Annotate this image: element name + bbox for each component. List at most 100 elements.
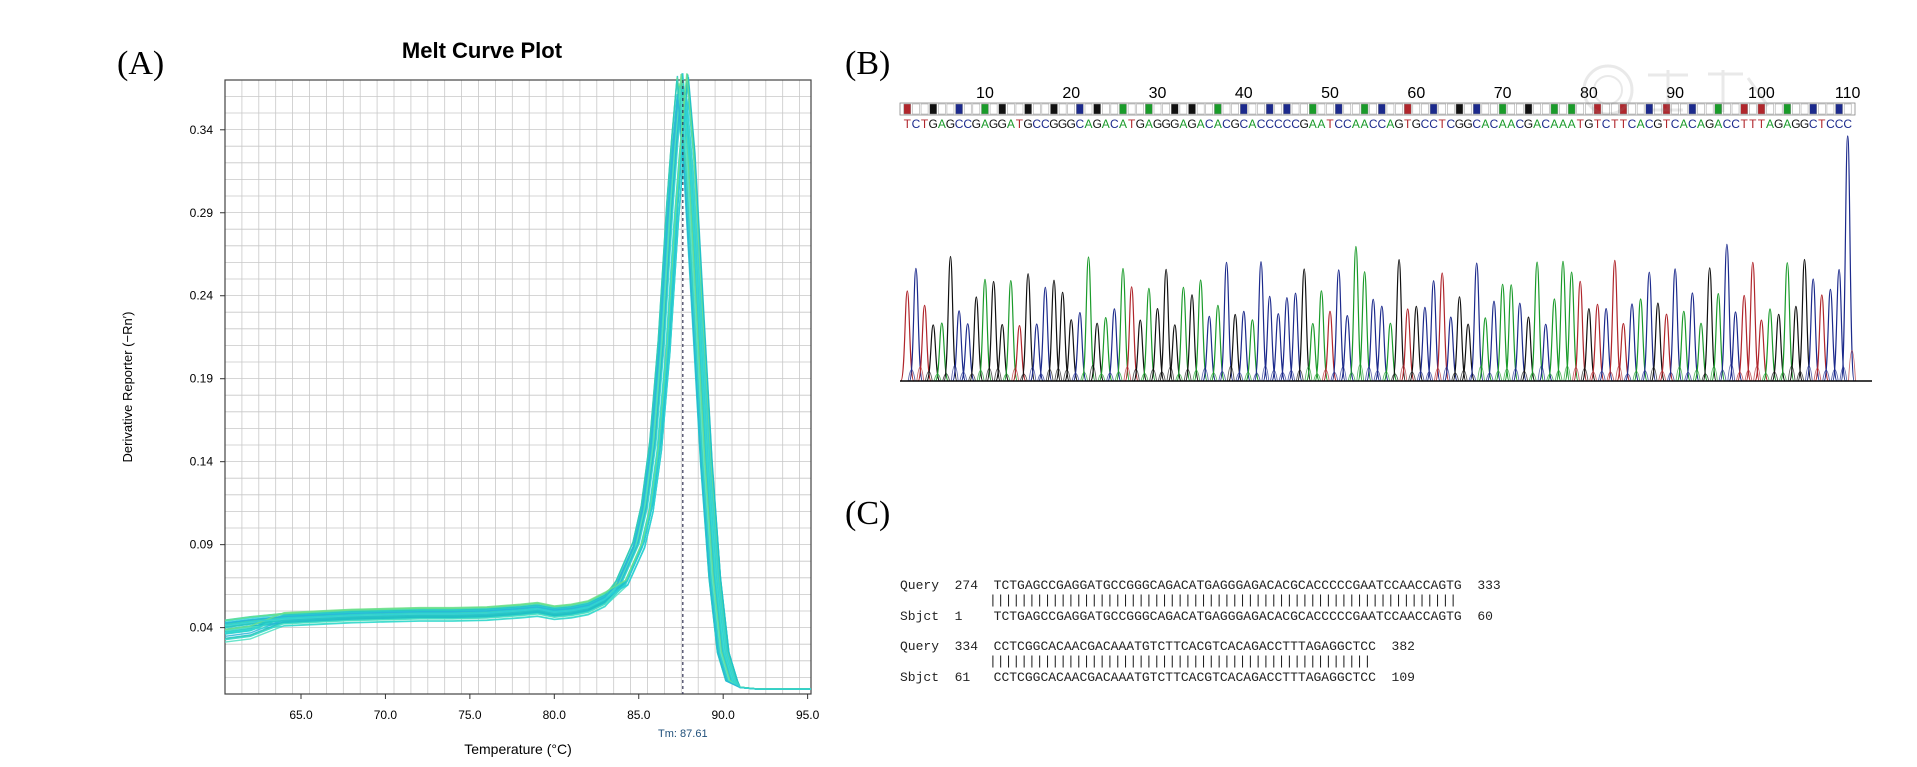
quality-box bbox=[1541, 103, 1550, 115]
trace-peak bbox=[1538, 323, 1553, 382]
trace-peak bbox=[1176, 286, 1191, 382]
quality-box bbox=[998, 103, 1006, 115]
trace-peak bbox=[1728, 311, 1743, 382]
base-call: A bbox=[1507, 117, 1515, 131]
base-call: C bbox=[955, 117, 964, 131]
x-axis-title: Temperature (°C) bbox=[464, 741, 572, 757]
panel-label-a: (A) bbox=[117, 45, 165, 82]
trace-peak bbox=[900, 290, 915, 382]
base-call: T bbox=[1749, 117, 1757, 131]
trace-peak bbox=[1642, 271, 1657, 382]
quality-box bbox=[1774, 103, 1783, 115]
x-tick-label: 65.0 bbox=[289, 708, 313, 722]
quality-box bbox=[1205, 103, 1214, 115]
quality-box bbox=[1291, 103, 1300, 115]
base-call: A bbox=[1766, 117, 1774, 131]
trace-peak bbox=[1107, 308, 1122, 382]
trace-peak bbox=[1702, 267, 1717, 382]
quality-box bbox=[1421, 103, 1429, 115]
y-tick-label: 0.09 bbox=[190, 538, 214, 552]
panel-label-c: (C) bbox=[845, 495, 891, 532]
base-call: C bbox=[1205, 117, 1214, 131]
base-call: C bbox=[1222, 117, 1231, 131]
quality-box bbox=[1636, 103, 1645, 115]
alignment-query-row-2: Query 334 CCTCGGCACAACGACAAATGTCTTCACGTC… bbox=[900, 639, 1415, 654]
base-call: G bbox=[1584, 117, 1593, 131]
trace-peak bbox=[1564, 271, 1579, 382]
trace-peak bbox=[1366, 298, 1381, 382]
base-call: A bbox=[1317, 117, 1325, 131]
quality-box bbox=[955, 103, 963, 115]
quality-box bbox=[1274, 103, 1283, 115]
base-call: G bbox=[1170, 117, 1179, 131]
alignment-sbjct-row-2: Sbjct 61 CCTCGGCACAACGACAAATGTCTTCACGTCA… bbox=[900, 670, 1415, 685]
trace-peak bbox=[1133, 319, 1148, 382]
trace-peak bbox=[1521, 316, 1536, 382]
trace-peak bbox=[1400, 308, 1415, 382]
trace-peak bbox=[1659, 313, 1674, 382]
base-call: C bbox=[1835, 117, 1844, 131]
trace-peak bbox=[1029, 323, 1044, 382]
trace-peak bbox=[1219, 261, 1234, 382]
base-call: G bbox=[1049, 117, 1058, 131]
trace-peak bbox=[1711, 292, 1726, 382]
quality-box bbox=[1429, 103, 1438, 115]
quality-box bbox=[989, 103, 998, 115]
base-call: T bbox=[1740, 117, 1748, 131]
base-call: C bbox=[1446, 117, 1455, 131]
y-tick-label: 0.04 bbox=[190, 621, 214, 635]
quality-box bbox=[1265, 103, 1274, 115]
trace-peak bbox=[986, 280, 1001, 382]
melt-curves bbox=[224, 73, 811, 690]
trace-peak bbox=[1090, 322, 1105, 382]
quality-box bbox=[1188, 103, 1196, 115]
trace-peak bbox=[1763, 308, 1778, 382]
base-call: C bbox=[963, 117, 972, 131]
trace-minor-peak bbox=[1304, 366, 1313, 382]
trace-peak bbox=[1064, 319, 1079, 382]
trace-peak bbox=[977, 278, 992, 382]
quality-box bbox=[1490, 103, 1498, 115]
trace-peak bbox=[1202, 315, 1217, 382]
trace-peak bbox=[1245, 319, 1260, 382]
quality-box bbox=[1559, 103, 1567, 115]
trace-minor-peak bbox=[1839, 366, 1848, 382]
quality-box bbox=[1283, 103, 1291, 115]
x-tick-label: 85.0 bbox=[627, 708, 651, 722]
base-call: G bbox=[1058, 117, 1067, 131]
quality-box bbox=[1076, 103, 1084, 115]
quality-box bbox=[929, 103, 937, 115]
base-call: A bbox=[1248, 117, 1256, 131]
base-call: C bbox=[1688, 117, 1697, 131]
base-call: T bbox=[904, 117, 912, 131]
trace-peak bbox=[1607, 259, 1622, 382]
trace-peak bbox=[1184, 294, 1200, 382]
base-call: C bbox=[1377, 117, 1386, 131]
base-call: A bbox=[1214, 117, 1222, 131]
quality-box bbox=[912, 103, 920, 115]
base-call: T bbox=[1439, 117, 1447, 131]
base-call: A bbox=[1145, 117, 1153, 131]
trace-peak bbox=[1478, 317, 1493, 382]
base-call: C bbox=[1265, 117, 1274, 131]
quality-box bbox=[1610, 103, 1619, 115]
base-call: A bbox=[1352, 117, 1360, 131]
quality-box bbox=[1007, 103, 1015, 115]
quality-box bbox=[1378, 103, 1386, 115]
quality-box bbox=[1222, 103, 1231, 115]
base-call: A bbox=[1568, 117, 1576, 131]
quality-box bbox=[1498, 103, 1507, 115]
trace-peak bbox=[952, 310, 967, 382]
trace-peak bbox=[917, 304, 932, 382]
quality-box bbox=[1162, 103, 1170, 115]
base-call: A bbox=[1533, 117, 1541, 131]
quality-box bbox=[1843, 103, 1852, 115]
base-call: C bbox=[1369, 117, 1378, 131]
position-label: 40 bbox=[1235, 85, 1253, 102]
trace-peak bbox=[1288, 292, 1303, 382]
trace-peak bbox=[1279, 297, 1294, 382]
plot-frame bbox=[224, 79, 812, 695]
quality-box bbox=[1792, 103, 1800, 115]
melt-curve-line bbox=[224, 79, 811, 690]
